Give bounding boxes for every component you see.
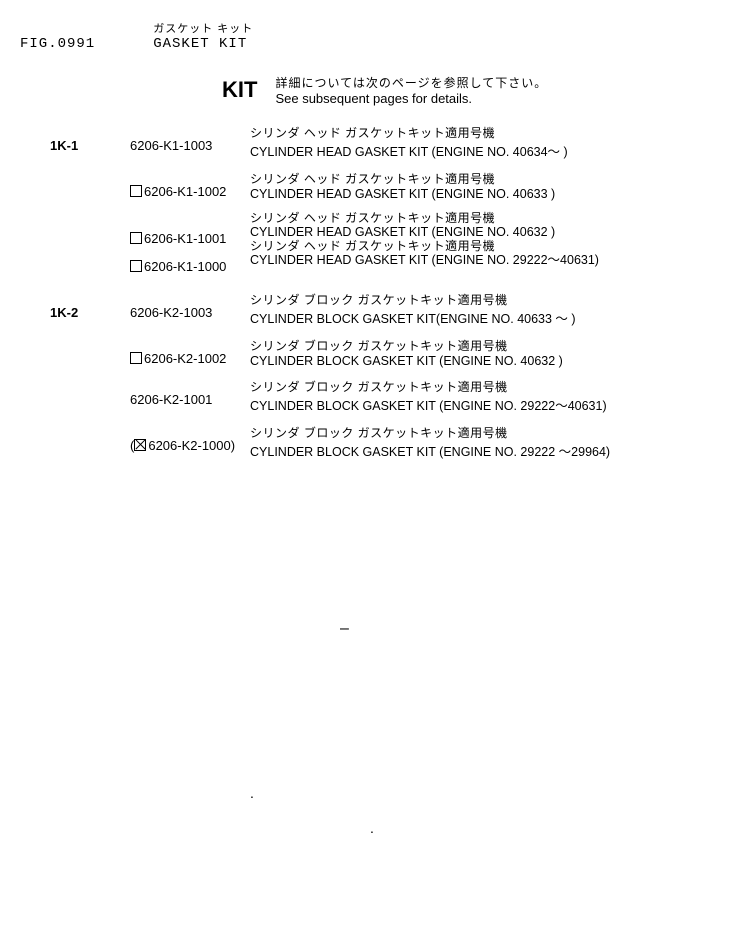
ref-number: [50, 378, 130, 392]
stray-dash-mark: –: [340, 620, 349, 638]
part-number: 6206-K2-1002: [130, 337, 250, 366]
checkbox-icon: [130, 232, 142, 244]
desc-jp: シリンダ ブロック ガスケットキット適用号機: [250, 337, 563, 354]
checkbox-checked-icon: [134, 439, 146, 451]
part-number: 6206-K1-10016206-K1-1000: [130, 211, 250, 281]
checkbox-icon: [130, 352, 142, 364]
title-en: GASKET KIT: [153, 36, 253, 52]
header-row: FIG.0991 ガスケット キット GASKET KIT: [0, 0, 735, 52]
description: シリンダ ヘッド ガスケットキット適用号機CYLINDER HEAD GASKE…: [250, 170, 555, 201]
ref-number: [50, 424, 130, 438]
desc-jp: シリンダ ヘッド ガスケットキット適用号機: [250, 211, 599, 225]
desc-en: CYLINDER HEAD GASKET KIT (ENGINE NO. 292…: [250, 253, 599, 267]
desc-en: CYLINDER HEAD GASKET KIT (ENGINE NO. 406…: [250, 141, 568, 160]
stray-dot-mark: .: [250, 785, 254, 801]
part-number: (6206-K2-1000): [130, 424, 250, 453]
description: シリンダ ブロック ガスケットキット適用号機CYLINDER BLOCK GAS…: [250, 291, 576, 327]
part-number: 6206-K2-1003: [130, 291, 250, 320]
kit-word: KIT: [222, 77, 257, 103]
title-jp: ガスケット キット: [153, 20, 253, 36]
ref-number: [50, 337, 130, 351]
catalog-entry: 6206-K1-10016206-K1-1000シリンダ ヘッド ガスケットキッ…: [50, 211, 735, 281]
desc-jp: シリンダ ヘッド ガスケットキット適用号機: [250, 124, 568, 141]
desc-en: CYLINDER BLOCK GASKET KIT (ENGINE NO. 29…: [250, 441, 610, 460]
desc-jp: シリンダ ブロック ガスケットキット適用号機: [250, 378, 607, 395]
desc-en: CYLINDER HEAD GASKET KIT (ENGINE NO. 406…: [250, 225, 599, 239]
description: シリンダ ヘッド ガスケットキット適用号機CYLINDER HEAD GASKE…: [250, 124, 568, 160]
ref-number: 1K-1: [50, 124, 130, 153]
catalog-entry: (6206-K2-1000)シリンダ ブロック ガスケットキット適用号機CYLI…: [50, 424, 735, 460]
description: シリンダ ブロック ガスケットキット適用号機CYLINDER BLOCK GAS…: [250, 337, 563, 368]
kit-heading-row: KIT 詳細については次のページを参照して下さい。 See subsequent…: [222, 74, 735, 106]
kit-note-jp: 詳細については次のページを参照して下さい。: [275, 74, 547, 91]
desc-en: CYLINDER BLOCK GASKET KIT (ENGINE NO. 29…: [250, 395, 607, 414]
entries-list: 1K-16206-K1-1003シリンダ ヘッド ガスケットキット適用号機CYL…: [0, 124, 735, 460]
kit-note-block: 詳細については次のページを参照して下さい。 See subsequent pag…: [275, 74, 547, 106]
catalog-entry: 6206-K2-1001シリンダ ブロック ガスケットキット適用号機CYLIND…: [50, 378, 735, 414]
stray-dot-mark: .: [370, 820, 374, 836]
description: シリンダ ヘッド ガスケットキット適用号機CYLINDER HEAD GASKE…: [250, 211, 599, 267]
desc-jp: シリンダ ブロック ガスケットキット適用号機: [250, 291, 576, 308]
catalog-entry: 6206-K1-1002シリンダ ヘッド ガスケットキット適用号機CYLINDE…: [50, 170, 735, 201]
ref-number: [50, 170, 130, 184]
desc-jp: シリンダ ブロック ガスケットキット適用号機: [250, 424, 610, 441]
checkbox-icon: [130, 260, 142, 272]
desc-jp: シリンダ ヘッド ガスケットキット適用号機: [250, 170, 555, 187]
desc-jp: シリンダ ヘッド ガスケットキット適用号機: [250, 239, 599, 253]
part-number: 6206-K2-1001: [130, 378, 250, 407]
desc-en: CYLINDER HEAD GASKET KIT (ENGINE NO. 406…: [250, 187, 555, 201]
kit-note-en: See subsequent pages for details.: [275, 91, 547, 106]
figure-label: FIG.0991: [20, 36, 95, 52]
description: シリンダ ブロック ガスケットキット適用号機CYLINDER BLOCK GAS…: [250, 378, 607, 414]
ref-number: [50, 211, 130, 225]
part-number: 6206-K1-1002: [130, 170, 250, 199]
checkbox-icon: [130, 185, 142, 197]
title-block: ガスケット キット GASKET KIT: [153, 20, 253, 52]
catalog-entry: 1K-26206-K2-1003シリンダ ブロック ガスケットキット適用号機CY…: [50, 291, 735, 327]
description: シリンダ ブロック ガスケットキット適用号機CYLINDER BLOCK GAS…: [250, 424, 610, 460]
desc-en: CYLINDER BLOCK GASKET KIT(ENGINE NO. 406…: [250, 308, 576, 327]
catalog-entry: 6206-K2-1002シリンダ ブロック ガスケットキット適用号機CYLIND…: [50, 337, 735, 368]
desc-en: CYLINDER BLOCK GASKET KIT (ENGINE NO. 40…: [250, 354, 563, 368]
part-number: 6206-K1-1003: [130, 124, 250, 153]
ref-number: 1K-2: [50, 291, 130, 320]
catalog-entry: 1K-16206-K1-1003シリンダ ヘッド ガスケットキット適用号機CYL…: [50, 124, 735, 160]
